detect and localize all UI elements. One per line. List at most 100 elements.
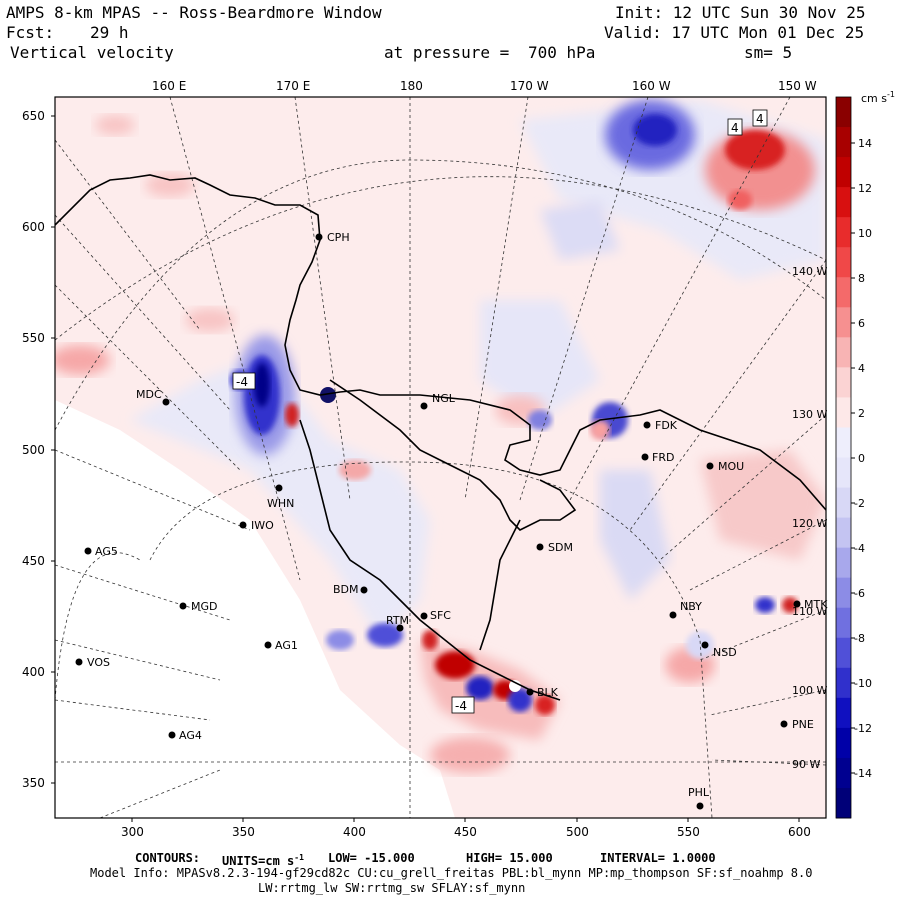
station-label[interactable]: MTK (804, 598, 828, 611)
station-label[interactable]: MOU (718, 460, 744, 473)
colorbar-cell (836, 487, 851, 519)
lon-label: 100 W (792, 684, 827, 697)
lon-label: 170 E (276, 79, 310, 93)
station-label[interactable]: PHL (688, 786, 710, 799)
contours-units: UNITS=cm s-1 (222, 851, 304, 868)
colorbar-cell (836, 757, 851, 789)
station-label[interactable]: FDK (655, 419, 678, 432)
y-tick-label: 550 (22, 331, 45, 345)
colorbar-cell (836, 217, 851, 248)
station-label[interactable]: WHN (267, 497, 294, 510)
station-label[interactable]: CPH (327, 231, 350, 244)
colorbar-label: 12 (858, 182, 872, 195)
y-tick-label: 350 (22, 776, 45, 790)
contour-label: 4 (756, 112, 764, 126)
station-label[interactable]: FRD (652, 451, 674, 464)
pressure-level: 700 hPa (528, 43, 596, 62)
colorbar-label: 6 (858, 317, 865, 330)
station-label[interactable]: NSD (713, 646, 737, 659)
station-label[interactable]: IWO (251, 519, 274, 532)
colorbar-label: 8 (858, 272, 865, 285)
colorbar-cell (836, 127, 851, 158)
field-name: Vertical velocity (10, 43, 174, 62)
contours-high: HIGH= 15.000 (466, 851, 553, 865)
colorbar-label: -12 (854, 722, 872, 735)
x-tick-label: 500 (566, 825, 589, 839)
x-tick-label: 450 (454, 825, 477, 839)
lon-label: 110 W (792, 605, 827, 618)
colorbar-cell (836, 517, 851, 549)
colorbar-cell (836, 397, 851, 428)
colorbar: cm s-1 14 12 10 8 6 4 2 0 -2 -4 -6 -8 -10 -12 -14 (835, 90, 895, 819)
lon-label: 180 (400, 79, 423, 93)
inner-longitude-labels: 140 W 130 W 120 W 110 W 100 W 90 W (792, 265, 827, 771)
contours-low: LOW= -15.000 (328, 851, 415, 865)
colorbar-cell (836, 337, 851, 368)
colorbar-cell (836, 157, 851, 188)
station-label[interactable]: MGD (191, 600, 218, 613)
interval-label: INTERVAL= (600, 851, 666, 865)
y-tick-label: 450 (22, 554, 45, 568)
station-label[interactable]: VOS (87, 656, 110, 669)
station-label[interactable]: NBY (680, 600, 702, 613)
valid-time: Valid: 17 UTC Mon 01 Dec 25 (604, 23, 865, 42)
contour-labels: -4 4 4 -4 (232, 109, 768, 714)
colorbar-label: 2 (858, 407, 865, 420)
units-text: UNITS=cm s (222, 854, 295, 868)
low-label: LOW= (328, 851, 357, 865)
forecast-label: Fcst: (6, 23, 55, 42)
colorbar-label: 0 (858, 452, 865, 465)
colorbar-label: -10 (854, 677, 872, 690)
colorbar-label: 14 (858, 137, 872, 150)
station-label[interactable]: NGL (432, 392, 456, 405)
colorbar-cell (836, 277, 851, 308)
axes: 650 600 550 500 450 400 350 300 350 400 … (22, 79, 827, 839)
stations: CPH NGL MDC WHN IWO AG5 MGD AG1 VOS AG4 … (75, 231, 828, 810)
station-label[interactable]: AG5 (95, 545, 118, 558)
longitude-labels: 160 E 170 E 180 170 W 160 W 150 W (152, 79, 817, 93)
colorbar-label: -4 (854, 542, 865, 555)
lon-label: 130 W (792, 408, 827, 421)
init-time: Init: 12 UTC Sun 30 Nov 25 (615, 3, 866, 22)
colorbar-cells (836, 97, 851, 819)
units-exp: -1 (294, 853, 304, 862)
colorbar-label: 4 (858, 362, 865, 375)
station-label[interactable]: BLK (537, 686, 559, 699)
station-label[interactable]: SDM (548, 541, 573, 554)
station-label[interactable]: BDM (333, 583, 359, 596)
colorbar-label: 10 (858, 227, 872, 240)
colorbar-cell (836, 97, 851, 128)
station-label[interactable]: RTM (386, 614, 409, 627)
high-value: 15.000 (509, 851, 553, 865)
colorbar-cell (836, 307, 851, 338)
colorbar-cell (836, 697, 851, 729)
x-tick-label: 600 (788, 825, 811, 839)
lon-label: 140 W (792, 265, 827, 278)
station-label[interactable]: AG4 (179, 729, 202, 742)
map-title: AMPS 8-km MPAS -- Ross-Beardmore Window (6, 3, 382, 22)
station-label[interactable]: SFC (430, 609, 451, 622)
colorbar-cell (836, 607, 851, 639)
model-info-2: LW:rrtmg_lw SW:rrtmg_sw SFLAY:sf_mynn (258, 881, 526, 895)
contour-label: -4 (236, 375, 248, 389)
x-tick-label: 400 (343, 825, 366, 839)
colorbar-cell (836, 457, 851, 489)
lon-label: 160 E (152, 79, 186, 93)
lon-label: 170 W (510, 79, 549, 93)
y-tick-label: 400 (22, 665, 45, 679)
colorbar-cell (836, 367, 851, 398)
station-label[interactable]: AG1 (275, 639, 298, 652)
colorbar-cell (836, 667, 851, 699)
lon-label: 120 W (792, 517, 827, 530)
map-field (55, 97, 826, 818)
x-tick-label: 350 (232, 825, 255, 839)
lon-label: 90 W (792, 758, 820, 771)
x-tick-label: 550 (677, 825, 700, 839)
station-label[interactable]: MDC (136, 388, 162, 401)
colorbar-cell (836, 547, 851, 579)
colorbar-label: -6 (854, 587, 865, 600)
colorbar-cell (836, 637, 851, 669)
contour-label: 4 (731, 121, 739, 135)
station-label[interactable]: PNE (792, 718, 814, 731)
